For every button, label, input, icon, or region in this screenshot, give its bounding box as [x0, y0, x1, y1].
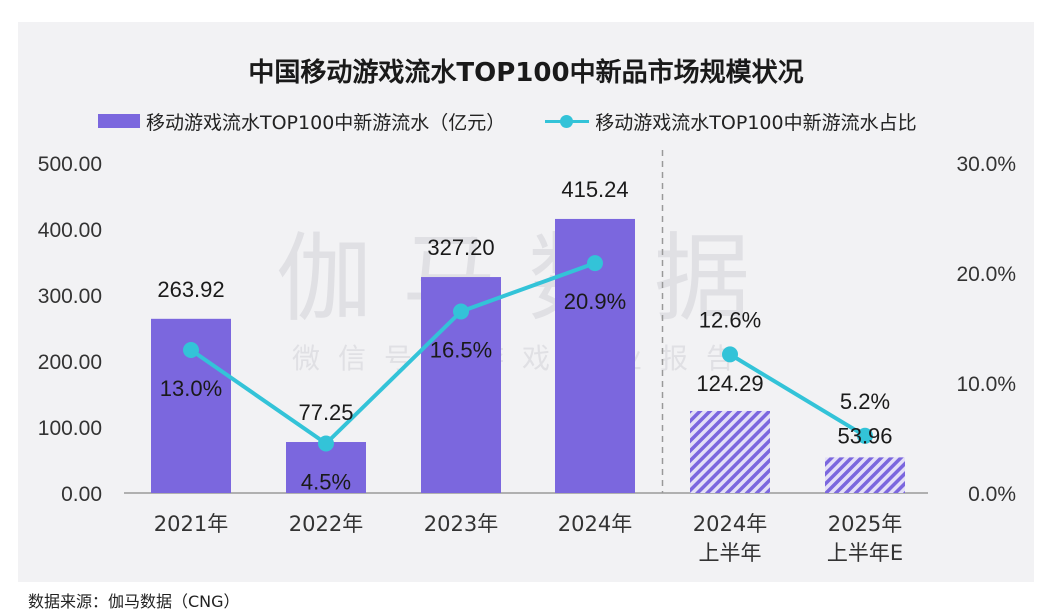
- bar: [825, 457, 905, 493]
- share-point: [318, 435, 334, 452]
- x-tick-label: 2024年: [693, 512, 767, 536]
- bar-value-label: 327.20: [427, 235, 494, 260]
- bar-value-label: 263.92: [157, 277, 224, 302]
- share-value-label: 16.5%: [430, 338, 492, 363]
- bar-value-label: 415.24: [561, 177, 628, 202]
- legend-line-label: 移动游戏流水TOP100中新游流水占比: [595, 111, 917, 134]
- legend-line-swatch: [545, 114, 590, 128]
- x-tick-label: 2023年: [424, 512, 498, 536]
- chart-title: 中国移动游戏流水TOP100中新品市场规模状况: [248, 58, 804, 88]
- y-left-tick-label: 300.00: [38, 285, 102, 308]
- y-left-tick-label: 0.00: [61, 483, 102, 506]
- x-tick-label: 2022年: [289, 512, 363, 536]
- y-left-tick-label: 200.00: [38, 351, 102, 374]
- share-point: [587, 255, 603, 272]
- x-tick-label: 2021年: [154, 512, 228, 536]
- share-value-label: 4.5%: [301, 470, 351, 495]
- y-left-tick-label: 500.00: [38, 153, 102, 176]
- y-right-tick-label: 30.0%: [956, 153, 1016, 176]
- legend-item-bar: 移动游戏流水TOP100中新游流水（亿元）: [98, 108, 505, 135]
- y-left-tick-label: 100.00: [38, 417, 102, 440]
- y-right-tick-label: 10.0%: [956, 373, 1016, 396]
- watermark-main: 伽马数据: [276, 223, 780, 335]
- share-value-label: 20.9%: [564, 289, 626, 314]
- data-source-note: 数据来源：伽马数据（CNG）: [28, 592, 240, 611]
- share-value-label: 5.2%: [840, 389, 890, 414]
- legend-bar-label: 移动游戏流水TOP100中新游流水（亿元）: [146, 111, 506, 134]
- share-line-segment: [324, 310, 463, 445]
- share-point: [857, 427, 873, 444]
- x-tick-label: 2024年: [558, 512, 632, 536]
- share-value-label: 13.0%: [160, 376, 222, 401]
- share-point: [183, 342, 199, 358]
- y-left-tick-label: 400.00: [38, 219, 102, 242]
- share-line-segment: [728, 352, 867, 438]
- chart-legend: 移动游戏流水TOP100中新游流水（亿元） 移动游戏流水TOP100中新游流水占…: [98, 108, 998, 134]
- x-tick-label: 上半年E: [827, 541, 903, 565]
- legend-item-line: 移动游戏流水TOP100中新游流水占比: [545, 108, 917, 135]
- y-right-tick-label: 0.0%: [968, 483, 1016, 506]
- bar: [690, 410, 770, 493]
- x-tick-label: 上半年: [699, 541, 762, 565]
- y-right-tick-label: 20.0%: [956, 263, 1016, 286]
- bar-value-label: 77.25: [298, 400, 353, 425]
- x-tick-label: 2025年: [828, 512, 902, 536]
- bar-value-label: 53.96: [837, 423, 892, 448]
- share-value-label: 12.6%: [699, 307, 761, 332]
- watermark-sub: 微信号：游戏产业报告: [292, 342, 752, 375]
- bar-value-label: 124.29: [696, 371, 763, 396]
- share-point: [453, 303, 469, 320]
- legend-bar-swatch: [98, 114, 140, 128]
- share-line-segment: [460, 261, 596, 314]
- share-line-segment: [189, 348, 328, 446]
- share-point: [722, 346, 738, 363]
